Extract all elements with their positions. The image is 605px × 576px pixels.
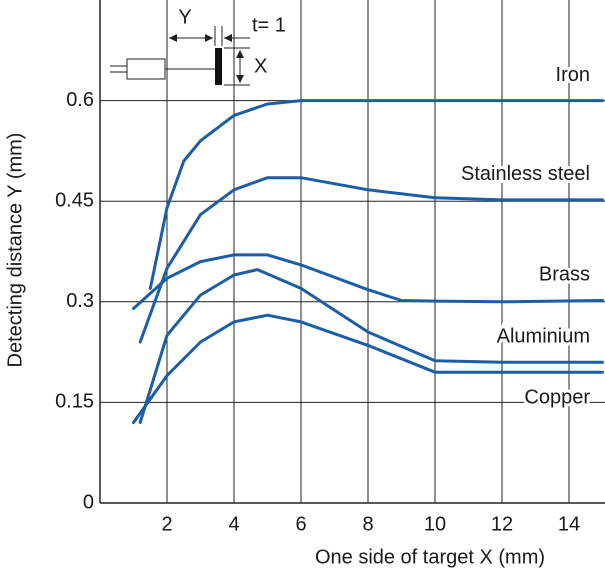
x-tick-label: 8 <box>362 513 373 535</box>
inset-diagram: Y t= 1 X <box>110 6 286 86</box>
annotation: Y <box>178 6 191 28</box>
series-line <box>148 99 604 290</box>
x-tick-label: 12 <box>491 513 513 535</box>
sensor <box>126 58 166 80</box>
x-tick-label: 14 <box>558 513 580 535</box>
x-tick-label: 2 <box>161 513 172 535</box>
target-plate <box>215 48 222 85</box>
series-label: Brass <box>539 264 590 286</box>
x-tick-label: 6 <box>295 513 306 535</box>
x-tick-label: 4 <box>228 513 239 535</box>
series-line <box>138 268 604 424</box>
arrowheads <box>236 50 244 83</box>
y-tick-label: 0.45 <box>55 189 94 211</box>
series-label: Iron <box>556 64 590 86</box>
x-axis-title: One side of target X (mm) <box>315 546 545 568</box>
series-line <box>132 313 604 424</box>
x-tick-label: 10 <box>424 513 446 535</box>
annotation: X <box>254 55 267 77</box>
y-tick-label: 0 <box>83 491 94 513</box>
annotation: t= 1 <box>252 14 286 36</box>
series-label: Aluminium <box>497 325 590 347</box>
y-tick-label: 0.3 <box>66 290 94 312</box>
series-label: Copper <box>524 387 590 409</box>
series-label: Stainless steel <box>461 163 590 185</box>
y-axis-title: Detecting distance Y (mm) <box>4 133 26 368</box>
y-tick-label: 0.6 <box>66 89 94 111</box>
series-line <box>138 176 604 344</box>
series-line <box>132 253 604 310</box>
y-tick-label: 0.15 <box>55 391 94 413</box>
